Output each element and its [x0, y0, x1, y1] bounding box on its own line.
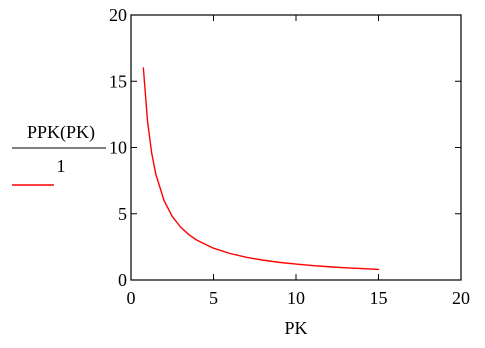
data-point [180, 226, 181, 227]
data-point [163, 200, 164, 201]
x-axis-label: PK [284, 318, 307, 338]
data-point [147, 120, 148, 121]
series-layer [142, 67, 380, 271]
x-tick-label: 15 [370, 288, 388, 308]
x-tick-label: 10 [287, 288, 305, 308]
data-point [151, 152, 152, 153]
data-point [361, 268, 362, 269]
ticks [130, 14, 462, 281]
y-axis-label-numerator: PPK(PK) [27, 122, 95, 143]
data-point [328, 266, 329, 267]
x-tick-label: 0 [127, 288, 136, 308]
plot-area [130, 14, 462, 281]
y-tick-label: 15 [109, 71, 127, 91]
data-point [295, 264, 296, 265]
data-point [262, 260, 263, 261]
data-point [345, 267, 346, 268]
data-point [229, 253, 230, 254]
data-point [155, 173, 156, 174]
data-point [196, 240, 197, 241]
y-axis-label-denominator: 1 [57, 156, 66, 176]
tick-labels: 0 5 10 15 20 0 5 10 15 20 [109, 5, 470, 308]
data-point [188, 234, 189, 235]
data-point [213, 248, 214, 249]
y-tick-label: 5 [118, 204, 127, 224]
data-point [312, 265, 313, 266]
data-point [246, 257, 247, 258]
series-line [142, 67, 380, 271]
y-tick-label: 0 [118, 270, 127, 290]
y-tick-label: 20 [109, 5, 127, 25]
x-tick-label: 5 [209, 288, 218, 308]
data-point [172, 216, 173, 217]
y-tick-label: 10 [109, 138, 127, 158]
data-point [378, 269, 379, 270]
data-point [279, 262, 280, 263]
x-tick-label: 20 [452, 288, 470, 308]
data-point [143, 67, 144, 68]
